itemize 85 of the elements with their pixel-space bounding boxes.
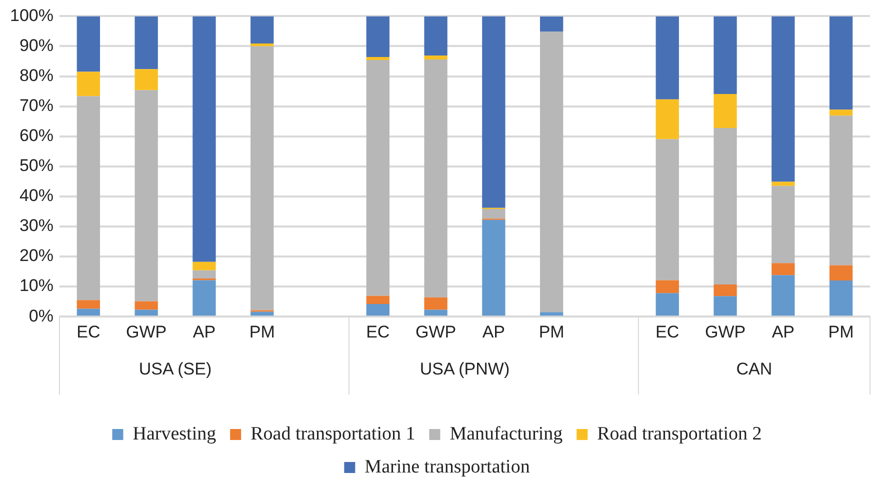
bar: [714, 296, 737, 316]
y-tick-label: 80%: [19, 66, 54, 85]
x-tick-label: PM: [828, 322, 854, 342]
bar: [366, 304, 390, 316]
bar: [482, 16, 506, 208]
y-tick-label: 10%: [19, 276, 54, 296]
bar: [134, 90, 158, 302]
bar: [656, 280, 679, 294]
bar: [192, 262, 216, 270]
bar: [829, 110, 853, 116]
bar: [192, 16, 216, 262]
bar: [829, 265, 853, 281]
bar: [482, 209, 506, 219]
legend-label: Road transportation 2: [597, 423, 762, 444]
bar: [424, 56, 448, 60]
bar: [829, 116, 853, 266]
bar: [134, 69, 158, 90]
y-tick-label: 100%: [10, 6, 54, 25]
bar: [366, 60, 390, 296]
bar: [540, 312, 564, 316]
bar: [134, 16, 158, 70]
bar: [656, 16, 679, 100]
x-tick-label: GWP: [415, 322, 456, 342]
y-tick-label: 40%: [19, 186, 54, 206]
bar: [714, 128, 737, 284]
bar: [366, 296, 390, 304]
bar: [76, 96, 100, 300]
y-tick-label: 20%: [19, 246, 54, 266]
bar: [192, 280, 216, 316]
bar: [424, 59, 448, 298]
x-tick-label: AP: [192, 322, 216, 342]
bar: [829, 16, 853, 110]
bar: [250, 16, 274, 44]
x-tick-label: GWP: [704, 322, 746, 342]
bar: [714, 16, 737, 94]
bar: [656, 293, 679, 316]
bar: [714, 94, 737, 128]
y-tick-label: 70%: [19, 96, 54, 116]
bar: [134, 310, 158, 316]
bar: [829, 280, 853, 316]
x-tick-label: GWP: [126, 322, 167, 342]
bar: [772, 182, 795, 186]
x-tick-label: PM: [538, 322, 564, 342]
bar: [366, 16, 390, 58]
x-tick-label: EC: [656, 322, 680, 342]
x-tick-label: PM: [249, 322, 275, 342]
x-tick-label: AP: [482, 322, 506, 342]
bar: [656, 139, 679, 280]
bar: [714, 284, 737, 296]
x-tick-label: AP: [772, 322, 794, 342]
bar: [192, 270, 216, 278]
bar: [772, 16, 795, 182]
text: CAN: [736, 359, 772, 378]
bar: [250, 312, 274, 316]
y-tick-label: 60%: [19, 126, 54, 146]
bar: [134, 301, 158, 310]
bar: [250, 44, 274, 46]
legend-label: Manufacturing: [450, 423, 564, 444]
legend-label: Marine transportation: [364, 456, 530, 478]
bar: [424, 16, 448, 56]
bar: [366, 57, 390, 60]
text: USA (PNW): [420, 359, 510, 378]
bar: [772, 186, 795, 264]
bar: [656, 99, 679, 140]
y-tick-label: 0%: [28, 306, 54, 326]
bar: [76, 308, 100, 316]
bar: [540, 32, 564, 312]
bar: [540, 16, 564, 32]
x-tick-label: EC: [366, 322, 390, 342]
text: USA (SE): [138, 359, 212, 378]
bar: [424, 297, 448, 310]
bar: [424, 310, 448, 316]
bar: [482, 220, 506, 316]
y-tick-label: 30%: [19, 216, 54, 236]
bar: [772, 275, 795, 316]
x-tick-label: EC: [76, 322, 100, 342]
bar: [76, 72, 100, 96]
bar: [76, 300, 100, 309]
bar: [250, 46, 274, 310]
y-tick-label: 90%: [19, 36, 54, 55]
bar: [772, 263, 795, 276]
legend-label: Harvesting: [132, 423, 217, 444]
y-tick-label: 50%: [19, 156, 54, 176]
bar: [76, 16, 100, 72]
legend-label: Road transportation 1: [250, 423, 416, 444]
